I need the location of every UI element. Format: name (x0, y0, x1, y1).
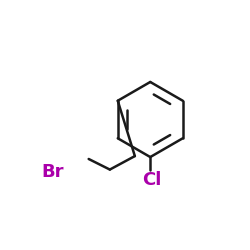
Text: Cl: Cl (142, 172, 162, 190)
Text: Br: Br (41, 163, 64, 181)
